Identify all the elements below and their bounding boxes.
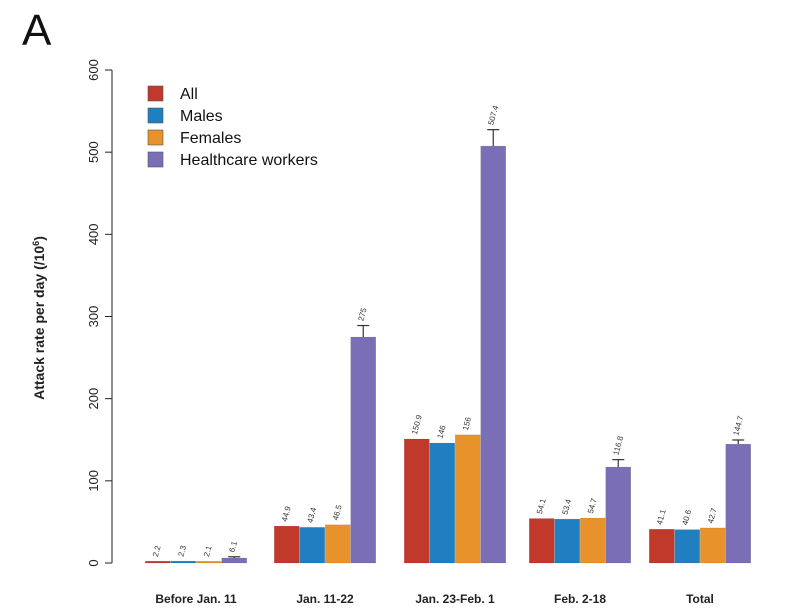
data-label: 116.8 — [611, 435, 625, 457]
legend-swatch — [147, 129, 164, 146]
y-axis: 0 100 200 300 400 500 600 — [86, 59, 113, 567]
bar — [404, 438, 430, 564]
data-label: 146 — [435, 424, 447, 440]
legend-label: All — [180, 86, 198, 103]
data-label: 156 — [461, 416, 473, 432]
x-category-label: Before Jan. 11 — [155, 592, 237, 606]
legend-label: Males — [180, 108, 223, 125]
bar — [299, 527, 325, 564]
data-label: 54.7 — [586, 497, 599, 515]
x-category-label: Jan. 11-22 — [296, 592, 354, 606]
y-tick-label: 200 — [86, 388, 101, 410]
data-label: 144.7 — [731, 414, 745, 436]
bar — [674, 529, 700, 564]
panel-letter: A — [22, 6, 52, 55]
legend-swatch — [147, 107, 164, 124]
bar — [145, 560, 171, 564]
legend: All Males Females Healthcare workers — [147, 85, 318, 169]
data-label: 41.1 — [655, 508, 668, 526]
y-axis-title: Attack rate per day (/106) — [31, 236, 47, 400]
x-axis-labels: Before Jan. 11 Jan. 11-22 Jan. 23-Feb. 1 Fe… — [155, 592, 714, 606]
y-axis-title-sup: 6 — [31, 241, 41, 246]
data-label: 150.9 — [410, 413, 424, 435]
legend-label: Females — [180, 130, 241, 147]
legend-label: Healthcare workers — [180, 152, 318, 169]
bar — [725, 443, 751, 564]
data-label: 2.1 — [202, 544, 214, 558]
bar — [325, 524, 351, 564]
bar — [170, 560, 196, 564]
bar — [455, 434, 481, 564]
x-category-label: Total — [686, 592, 714, 606]
bar — [429, 442, 455, 564]
bar — [221, 557, 247, 564]
bar — [700, 527, 726, 564]
legend-swatch — [147, 151, 164, 168]
bar — [274, 525, 300, 564]
y-tick-label: 400 — [86, 223, 101, 245]
data-label: 46.5 — [331, 503, 344, 521]
data-label: 6.1 — [227, 540, 239, 554]
data-label: 43.4 — [305, 506, 318, 524]
bar — [529, 518, 555, 564]
y-tick-label: 500 — [86, 141, 101, 163]
data-label: 42.7 — [706, 507, 719, 525]
x-category-label: Feb. 2-18 — [554, 592, 606, 606]
bar — [196, 561, 222, 564]
bar — [480, 145, 506, 564]
legend-swatch — [147, 85, 164, 102]
data-label: 507.4 — [486, 104, 500, 126]
bar — [649, 528, 675, 564]
y-tick-label: 0 — [86, 559, 101, 566]
y-axis-title-main: Attack rate per day (/10 — [31, 246, 47, 400]
bar — [605, 466, 631, 564]
y-tick-label: 300 — [86, 306, 101, 328]
data-label: 40.6 — [680, 508, 693, 526]
bar — [350, 336, 376, 564]
bar — [554, 518, 580, 564]
bars: 2.2 2.3 2.1 6.1 44.9 43.4 46.5 275 150.9 146 156 50… — [145, 104, 751, 564]
y-tick-label: 100 — [86, 470, 101, 492]
y-tick-label: 600 — [86, 59, 101, 81]
data-label: 53.4 — [560, 498, 573, 516]
bar — [580, 517, 606, 564]
data-label: 44.9 — [280, 505, 293, 523]
x-category-label: Jan. 23-Feb. 1 — [415, 592, 495, 606]
data-label: 275 — [356, 306, 368, 322]
data-label: 54.1 — [535, 497, 548, 515]
data-label: 2.2 — [151, 544, 163, 558]
data-label: 2.3 — [176, 544, 188, 558]
y-axis-title-close: ) — [31, 236, 47, 241]
